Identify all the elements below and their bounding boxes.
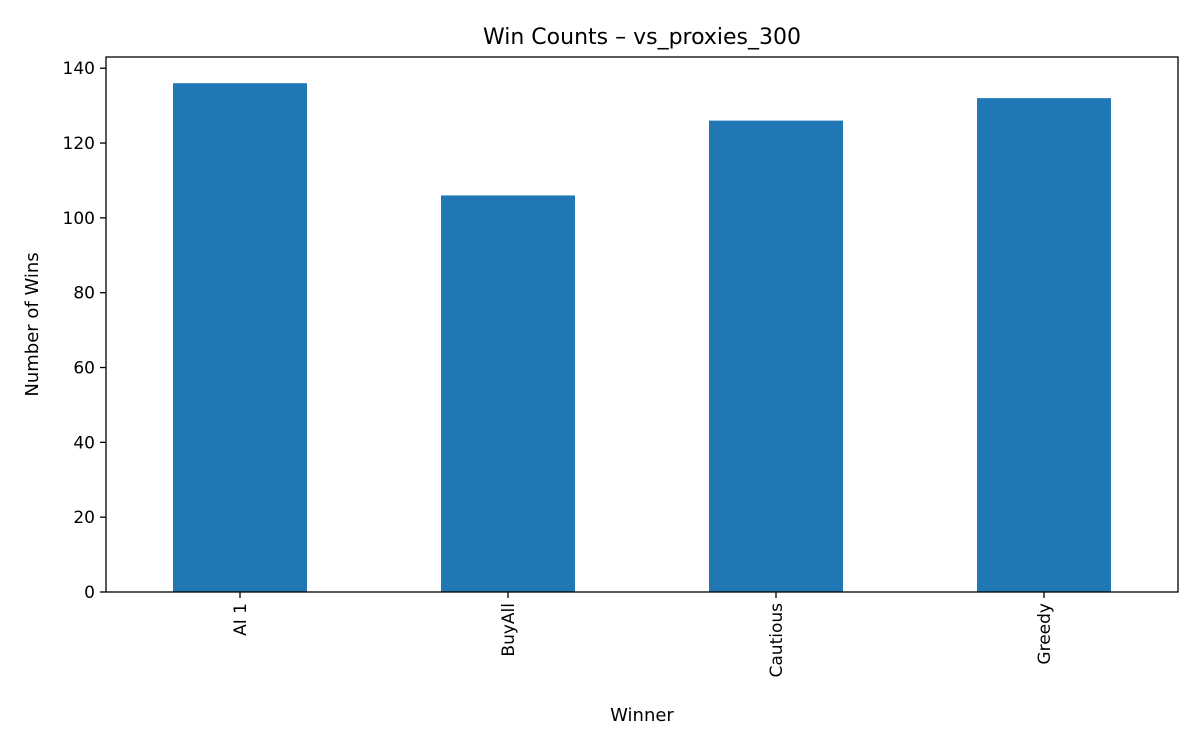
bar-buyall [441,195,575,592]
x-axis-ticks: AI 1 BuyAll Cautious Greedy [231,592,1055,677]
bar-ai-1 [173,83,307,592]
y-tick-label: 80 [73,284,95,304]
y-tick-label: 20 [73,508,95,528]
x-tick-label: BuyAll [499,603,519,657]
chart-title: Win Counts – vs_proxies_300 [483,25,801,50]
y-axis-ticks: 0 20 40 60 80 100 120 140 [63,59,106,603]
y-tick-label: 40 [73,433,95,453]
x-tick-label: Cautious [767,603,787,678]
y-tick-label: 100 [63,209,95,229]
y-tick-label: 120 [63,134,95,154]
bars-group [173,83,1111,593]
y-axis-label: Number of Wins [22,252,43,396]
x-axis-label: Winner [610,705,674,726]
bar-cautious [709,120,843,592]
x-tick-label: Greedy [1035,603,1055,665]
y-tick-label: 140 [63,59,95,79]
y-tick-label: 0 [84,583,95,603]
x-tick-label: AI 1 [231,603,251,636]
bar-greedy [977,98,1111,593]
plot-area-frame [105,56,1179,593]
y-tick-label: 60 [73,359,95,379]
